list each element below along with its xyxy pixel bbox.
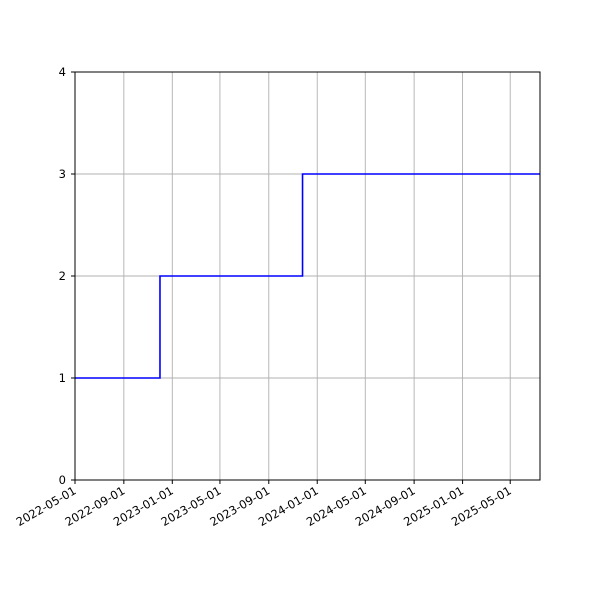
x-axis-ticks: 2022-05-012022-09-012023-01-012023-05-01… [14, 480, 514, 529]
series-line [75, 173, 540, 379]
series-layer [75, 173, 540, 379]
y-axis-ticks: 0 1 2 3 4 [59, 65, 75, 487]
grid [74, 71, 540, 481]
y-tick-label: 3 [59, 167, 66, 181]
y-tick-label: 4 [59, 65, 66, 79]
y-tick-label: 2 [59, 269, 66, 283]
y-tick-label: 1 [59, 371, 66, 385]
y-tick-label: 0 [59, 473, 66, 487]
